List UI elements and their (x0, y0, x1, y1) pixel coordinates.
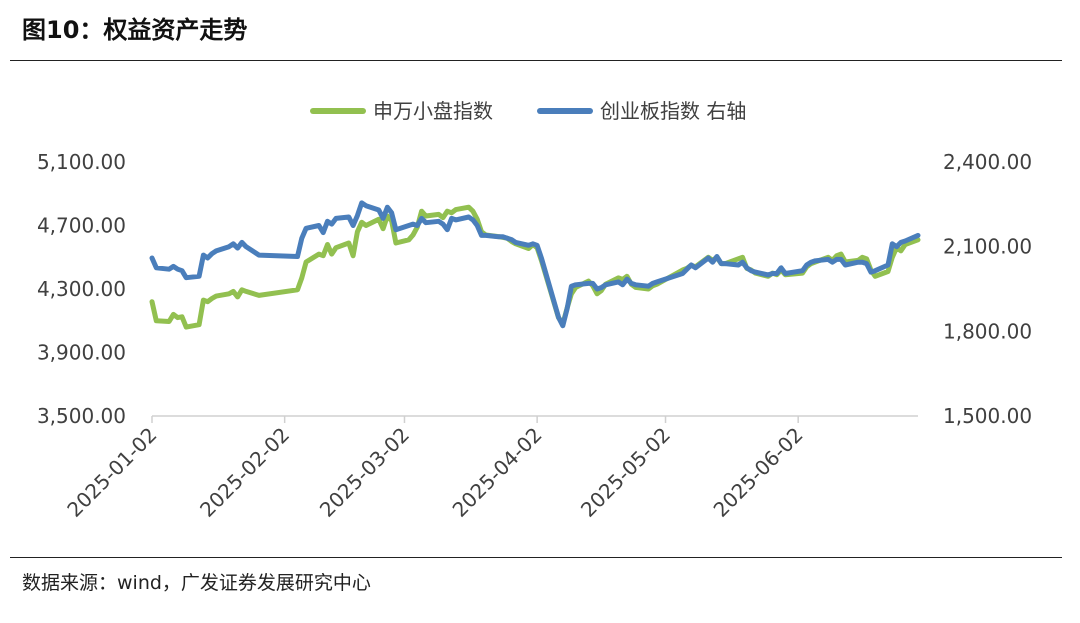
left-axis-ticks: 3,500.00 3,900.00 4,300.00 4,700.00 5,100.00 (37, 150, 126, 428)
page-title: 图10：权益资产走势 (22, 16, 248, 44)
x-tick-label: 2025-04-02 (448, 423, 547, 522)
source-note: 数据来源：wind，广发证券发展研究中心 (22, 572, 371, 594)
x-tick-label: 2025-03-02 (315, 423, 414, 522)
right-tick-label: 2,400.00 (943, 150, 1032, 174)
left-tick-label: 4,700.00 (37, 214, 126, 238)
bottom-divider (10, 557, 1062, 558)
right-tick-label: 1,800.00 (943, 319, 1032, 343)
x-axis-ticks: 2025-01-02 2025-02-02 2025-03-02 2025-04-02… (62, 416, 808, 522)
x-tick-label: 2025-01-02 (62, 423, 161, 522)
x-tick-label: 2025-05-02 (576, 423, 675, 522)
legend-label: 创业板指数 右轴 (600, 99, 746, 123)
left-tick-label: 5,100.00 (37, 150, 126, 174)
x-tick-label: 2025-02-02 (195, 423, 294, 522)
top-divider (10, 60, 1062, 61)
right-tick-label: 2,100.00 (943, 235, 1032, 259)
left-tick-label: 3,900.00 (37, 341, 126, 365)
left-tick-label: 4,300.00 (37, 277, 126, 301)
right-axis-ticks: 1,500.00 1,800.00 2,100.00 2,400.00 (943, 150, 1032, 428)
series-line-chinext (149, 200, 921, 329)
legend-label: 申万小盘指数 (373, 99, 493, 123)
left-tick-label: 3,500.00 (37, 404, 126, 428)
chart-legend: 申万小盘指数 创业板指数 右轴 (310, 99, 746, 123)
x-tick-label: 2025-06-02 (709, 423, 808, 522)
series-layer (149, 200, 921, 330)
right-tick-label: 1,500.00 (943, 404, 1032, 428)
